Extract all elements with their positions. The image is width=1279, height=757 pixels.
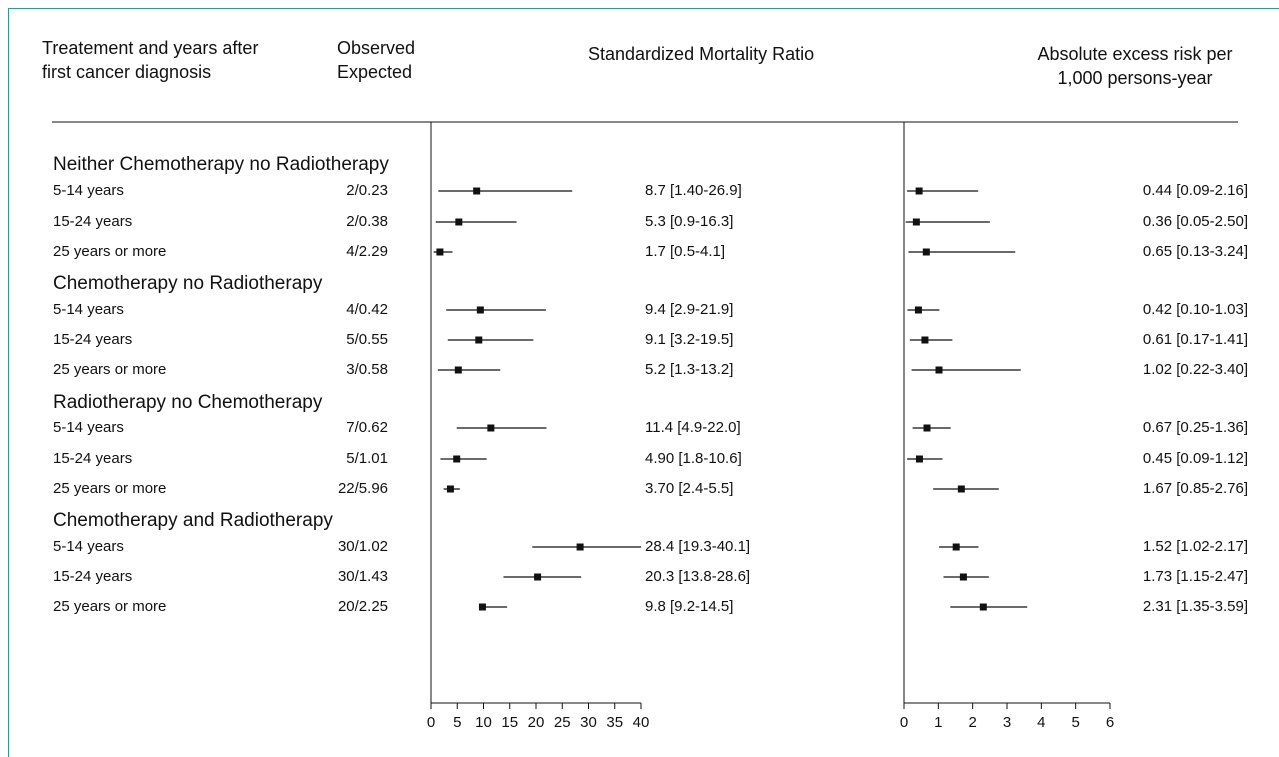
smr-tick-label: 20: [528, 714, 545, 731]
aer-point: [921, 336, 929, 344]
smr-point: [453, 455, 461, 463]
aer-tick-label: 1: [934, 714, 942, 731]
aer-point: [922, 248, 930, 256]
aer-point: [979, 603, 987, 611]
row-label: 25 years or more: [53, 480, 167, 497]
aer-point: [952, 543, 960, 551]
smr-tick-label: 5: [453, 714, 461, 731]
aer-point: [935, 366, 943, 374]
row-label: 5-14 years: [53, 301, 124, 318]
row-label: 25 years or more: [53, 361, 167, 378]
aer-point: [915, 455, 923, 463]
smr-value: 9.1 [3.2-19.5]: [645, 331, 734, 348]
aer-tick-label: 6: [1106, 714, 1114, 731]
aer-point: [915, 187, 923, 195]
aer-value: 1.52 [1.02-2.17]: [1142, 538, 1248, 555]
smr-tick-label: 30: [580, 714, 597, 731]
smr-tick-label: 40: [633, 714, 650, 731]
row-label: 5-14 years: [53, 538, 124, 555]
aer-value: 0.67 [0.25-1.36]: [1142, 419, 1248, 436]
observed-expected-value: 5/1.01: [346, 450, 388, 467]
smr-point: [576, 543, 584, 551]
header-smr: Standardized Mortality Ratio: [588, 44, 815, 64]
group-label: Neither Chemotherapy no Radiotherapy: [53, 154, 389, 175]
aer-tick-label: 0: [900, 714, 908, 731]
smr-value: 8.7 [1.40-26.9]: [645, 182, 742, 199]
smr-point: [478, 603, 486, 611]
group-label: Chemotherapy no Radiotherapy: [53, 273, 323, 294]
aer-value: 0.45 [0.09-1.12]: [1142, 450, 1248, 467]
smr-point: [436, 248, 444, 256]
aer-value: 2.31 [1.35-3.59]: [1142, 598, 1248, 615]
smr-point: [534, 573, 542, 581]
aer-point: [959, 573, 967, 581]
observed-expected-value: 2/0.23: [346, 182, 388, 199]
aer-point: [923, 424, 931, 432]
group-label: Radiotherapy no Chemotherapy: [53, 392, 323, 413]
observed-expected-value: 2/0.38: [346, 213, 388, 230]
observed-expected-value: 5/0.55: [346, 331, 388, 348]
aer-point: [957, 485, 965, 493]
figure-frame: [8, 8, 1279, 757]
header-treatment: Treatement and years after first cancer …: [42, 38, 259, 82]
smr-value: 4.90 [1.8-10.6]: [645, 450, 742, 467]
aer-value: 0.42 [0.10-1.03]: [1142, 301, 1248, 318]
observed-expected-value: 30/1.02: [337, 538, 388, 555]
row-label: 25 years or more: [53, 598, 167, 615]
smr-value: 5.2 [1.3-13.2]: [645, 361, 734, 378]
smr-tick-label: 15: [501, 714, 518, 731]
observed-expected-value: 3/0.58: [346, 361, 388, 378]
aer-value: 1.02 [0.22-3.40]: [1142, 361, 1248, 378]
smr-point: [473, 187, 481, 195]
observed-expected-value: 30/1.43: [337, 568, 388, 585]
observed-expected-value: 22/5.96: [337, 480, 388, 497]
row-label: 15-24 years: [53, 331, 133, 348]
smr-point: [454, 366, 462, 374]
aer-value: 0.65 [0.13-3.24]: [1142, 243, 1248, 260]
aer-tick-label: 5: [1071, 714, 1079, 731]
aer-value: 0.36 [0.05-2.50]: [1142, 213, 1248, 230]
row-label: 25 years or more: [53, 243, 167, 260]
smr-tick-label: 10: [475, 714, 492, 731]
aer-point: [914, 306, 922, 314]
smr-point: [446, 485, 454, 493]
aer-value: 1.67 [0.85-2.76]: [1142, 480, 1248, 497]
smr-point: [455, 218, 463, 226]
smr-value: 1.7 [0.5-4.1]: [645, 243, 726, 260]
row-label: 15-24 years: [53, 568, 133, 585]
aer-tick-label: 3: [1003, 714, 1011, 731]
row-label: 15-24 years: [53, 213, 133, 230]
smr-point: [475, 336, 483, 344]
smr-value: 20.3 [13.8-28.6]: [645, 568, 751, 585]
smr-tick-label: 0: [427, 714, 435, 731]
smr-value: 9.8 [9.2-14.5]: [645, 598, 734, 615]
smr-point: [487, 424, 495, 432]
observed-expected-value: 4/2.29: [346, 243, 388, 260]
aer-value: 1.73 [1.15-2.47]: [1142, 568, 1248, 585]
observed-expected-value: 4/0.42: [346, 301, 388, 318]
aer-tick-label: 2: [968, 714, 976, 731]
smr-value: 11.4 [4.9-22.0]: [645, 419, 741, 436]
row-label: 5-14 years: [53, 182, 124, 199]
smr-value: 9.4 [2.9-21.9]: [645, 301, 734, 318]
observed-expected-value: 20/2.25: [337, 598, 388, 615]
aer-tick-label: 4: [1037, 714, 1045, 731]
aer-value: 0.44 [0.09-2.16]: [1142, 182, 1248, 199]
header-observed-expected: Observed Expected: [337, 38, 416, 82]
aer-value: 0.61 [0.17-1.41]: [1142, 331, 1248, 348]
smr-tick-label: 35: [606, 714, 623, 731]
row-label: 5-14 years: [53, 419, 124, 436]
aer-point: [912, 218, 920, 226]
header-aer: Absolute excess risk per 1,000 persons-y…: [1037, 44, 1233, 88]
row-label: 15-24 years: [53, 450, 133, 467]
smr-value: 3.70 [2.4-5.5]: [645, 480, 734, 497]
smr-tick-label: 25: [554, 714, 571, 731]
group-label: Chemotherapy and Radiotherapy: [53, 510, 333, 531]
observed-expected-value: 7/0.62: [346, 419, 388, 436]
smr-point: [476, 306, 484, 314]
smr-value: 5.3 [0.9-16.3]: [645, 213, 734, 230]
smr-value: 28.4 [19.3-40.1]: [645, 538, 751, 555]
